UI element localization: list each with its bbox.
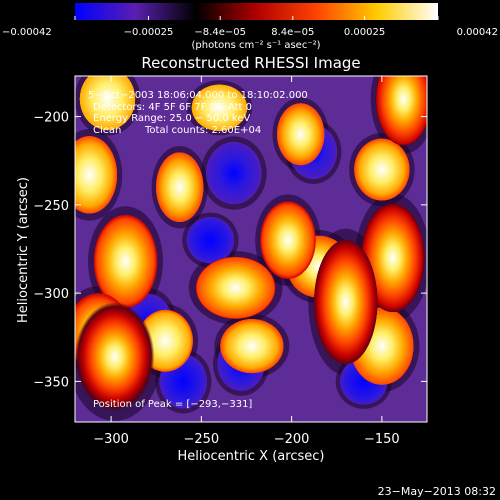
- axis-ticks: −300 −250 −200 −150 −200 −250 −300 −350: [33, 76, 427, 447]
- annotation-peak: Position of Peak = [−293,−331]: [93, 399, 252, 410]
- colorbar: −0.00042 −0.00025 −8.4e−05 8.4e−05 0.00025 0.…: [2, 3, 498, 51]
- chart-title: Reconstructed RHESSI Image: [141, 54, 360, 72]
- heatmap-source-positive: [260, 201, 316, 280]
- x-tick-label: −300: [93, 432, 129, 447]
- heatmap-source-positive: [313, 239, 378, 365]
- colorbar-gradient: [75, 3, 438, 20]
- annotation-energy: Energy Range: 25.0 − 50.0 keV: [93, 113, 250, 124]
- y-tick-label: −350: [33, 375, 69, 390]
- heatmap-source-positive: [220, 318, 284, 374]
- annotation-time-range: 5−Oct−2003 18:06:04.000 to 18:10:02.000: [88, 90, 308, 101]
- heatmap-source-positive: [79, 76, 136, 131]
- heatmap-source-positive: [75, 136, 118, 214]
- heatmap-source-negative: [186, 216, 235, 264]
- colorbar-tick-label: −0.00042: [2, 27, 52, 38]
- x-tick-label: −200: [274, 432, 310, 447]
- heatmap-source-negative: [206, 142, 262, 205]
- heatmap-image: [75, 76, 427, 421]
- y-tick-label: −250: [33, 199, 69, 214]
- annotation-detectors: Detectors: 4F 5F 6F 7F 8F, Att 0: [93, 102, 252, 113]
- x-axis-label: Heliocentric X (arcsec): [178, 449, 325, 464]
- heatmap-source-positive: [93, 214, 158, 308]
- heatmap-source-positive: [191, 84, 248, 132]
- annotation-counts: Total counts: 2.60E+04: [144, 125, 261, 136]
- colorbar-tick-label: 0.00025: [344, 27, 385, 38]
- colorbar-tick-label: −8.4e−05: [194, 27, 246, 38]
- colorbar-tick-label: −0.00025: [124, 27, 174, 38]
- plot-frame: [74, 75, 428, 423]
- y-axis-label: Heliocentric Y (arcsec): [16, 177, 31, 323]
- y-tick-label: −200: [33, 111, 69, 126]
- plot-area: −300 −250 −200 −150 −200 −250 −300 −350: [33, 75, 428, 447]
- x-tick-label: −250: [183, 432, 219, 447]
- footer-timestamp: 23−May−2013 08:32: [378, 485, 496, 498]
- colorbar-tick-label: 0.00042: [457, 27, 498, 38]
- image-annotations: 5−Oct−2003 18:06:04.000 to 18:10:02.000 …: [88, 90, 308, 410]
- annotation-method: Clean: [93, 125, 121, 136]
- heatmap-source-positive: [276, 103, 325, 166]
- heatmap-source-positive: [155, 152, 204, 223]
- heatmap-source-positive: [360, 203, 425, 313]
- y-tick-label: −300: [33, 287, 69, 302]
- colorbar-tick-label: 8.4e−05: [271, 27, 314, 38]
- heatmap-source-positive: [195, 256, 276, 319]
- colorbar-ticks: −0.00042 −0.00025 −8.4e−05 8.4e−05 0.00025 0.…: [2, 16, 498, 38]
- x-tick-label: −150: [364, 432, 400, 447]
- heatmap-source-positive: [75, 302, 155, 412]
- heatmap-source-positive: [375, 76, 427, 146]
- heatmap-source-positive: [354, 138, 410, 201]
- colorbar-unit-label: (photons cm⁻² s⁻¹ asec⁻²): [191, 40, 320, 51]
